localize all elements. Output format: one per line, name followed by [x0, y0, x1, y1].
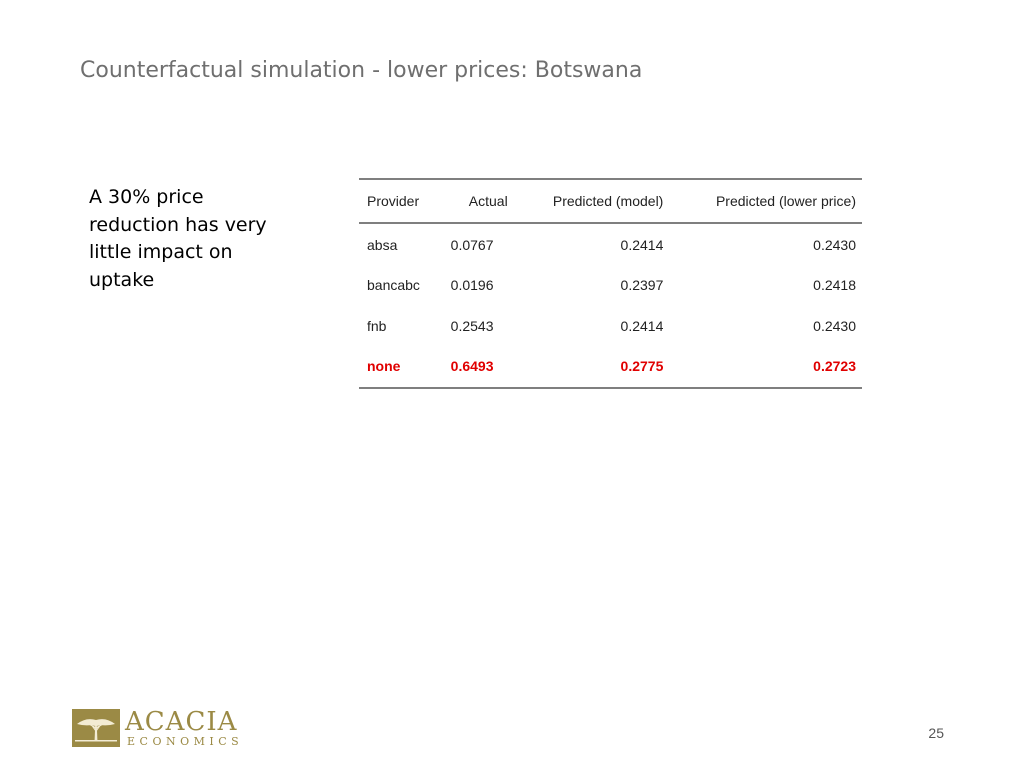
logo-wordmark: ACACIA: [125, 707, 238, 737]
cell-actual: 0.0196: [450, 277, 494, 294]
acacia-tree-icon: [72, 709, 120, 747]
cell-predicted-model: 0.2397: [620, 277, 664, 294]
table-row: bancabc 0.0196 0.2397 0.2418: [359, 265, 862, 306]
cell-provider: none: [367, 358, 401, 375]
table-row: absa 0.0767 0.2414 0.2430: [359, 223, 862, 265]
cell-predicted-lower-price: 0.2418: [813, 277, 856, 294]
cell-predicted-lower-price: 0.2723: [813, 358, 856, 375]
results-table-container: Provider Actual Predicted (model) Predic…: [359, 178, 862, 389]
cell-provider: fnb: [367, 317, 387, 334]
page-number: 25: [928, 725, 944, 741]
header-provider: Provider: [367, 193, 420, 209]
table-row: fnb 0.2543 0.2414 0.2430: [359, 306, 862, 347]
slide-title: Counterfactual simulation - lower prices…: [80, 58, 643, 83]
cell-predicted-model: 0.2775: [620, 358, 664, 375]
header-actual: Actual: [468, 193, 508, 209]
acacia-economics-logo: ACACIA ECONOMICS: [72, 707, 239, 749]
cell-provider: absa: [367, 237, 398, 253]
cell-predicted-model: 0.2414: [620, 317, 664, 334]
table-row-highlighted: none 0.6493 0.2775 0.2723: [359, 346, 862, 388]
header-predicted-lower-price: Predicted (lower price): [715, 193, 856, 209]
cell-actual: 0.0767: [450, 237, 494, 253]
cell-predicted-model: 0.2414: [620, 237, 664, 253]
table-header-row: Provider Actual Predicted (model) Predic…: [359, 179, 862, 223]
cell-predicted-lower-price: 0.2430: [813, 237, 856, 253]
header-predicted-model: Predicted (model): [552, 193, 664, 209]
cell-predicted-lower-price: 0.2430: [813, 317, 856, 334]
results-table: Provider Actual Predicted (model) Predic…: [359, 178, 862, 389]
logo-subtitle: ECONOMICS: [127, 735, 244, 748]
cell-actual: 0.6493: [450, 358, 494, 375]
cell-provider: bancabc: [367, 277, 420, 294]
cell-actual: 0.2543: [450, 317, 494, 334]
key-message: A 30% price reduction has very little im…: [89, 186, 267, 291]
